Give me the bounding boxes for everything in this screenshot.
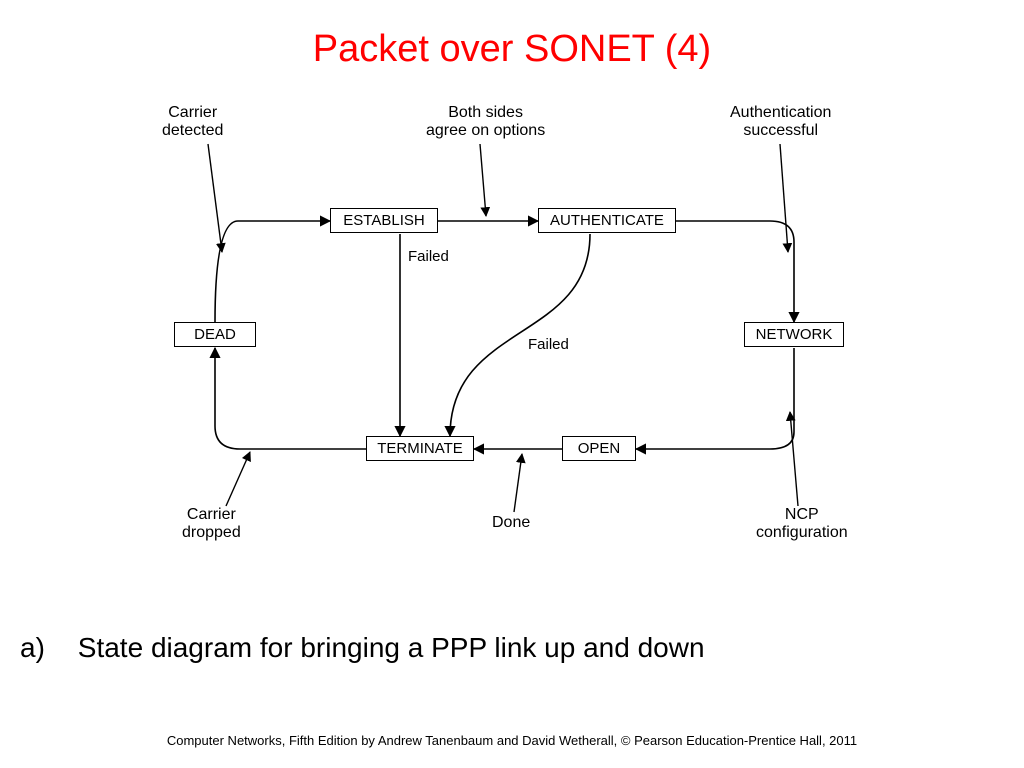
edge-label-failed-1: Failed	[408, 248, 449, 265]
edge-label-failed-2: Failed	[528, 336, 569, 353]
annot-done: Done	[492, 514, 530, 532]
state-authenticate: AUTHENTICATE	[538, 208, 676, 233]
annot-auth-success: Authentication successful	[730, 104, 831, 141]
annot-line: Carrier	[187, 506, 236, 523]
annot-line: configuration	[756, 524, 848, 541]
state-terminate: TERMINATE	[366, 436, 474, 461]
annot-carrier-detected: Carrier detected	[162, 104, 223, 141]
annot-line: Authentication	[730, 104, 831, 121]
annot-line: successful	[743, 122, 818, 139]
annot-line: detected	[162, 122, 223, 139]
annot-line: NCP	[785, 506, 819, 523]
state-network: NETWORK	[744, 322, 844, 347]
state-diagram: DEAD ESTABLISH AUTHENTICATE NETWORK OPEN…	[130, 92, 890, 562]
annot-line: Carrier	[168, 104, 217, 121]
caption-letter: a)	[20, 632, 70, 664]
annot-carrier-dropped: Carrier dropped	[182, 506, 241, 543]
annot-line: agree on options	[426, 122, 545, 139]
annot-line: dropped	[182, 524, 241, 541]
state-open: OPEN	[562, 436, 636, 461]
annot-ncp-config: NCP configuration	[756, 506, 848, 543]
state-dead: DEAD	[174, 322, 256, 347]
annot-line: Done	[492, 514, 530, 531]
state-establish: ESTABLISH	[330, 208, 438, 233]
annot-both-sides: Both sides agree on options	[426, 104, 545, 141]
annot-line: Both sides	[448, 104, 523, 121]
caption: a) State diagram for bringing a PPP link…	[20, 632, 1004, 664]
footer-citation: Computer Networks, Fifth Edition by Andr…	[0, 733, 1024, 748]
page-title: Packet over SONET (4)	[0, 28, 1024, 71]
caption-text: State diagram for bringing a PPP link up…	[78, 632, 705, 664]
